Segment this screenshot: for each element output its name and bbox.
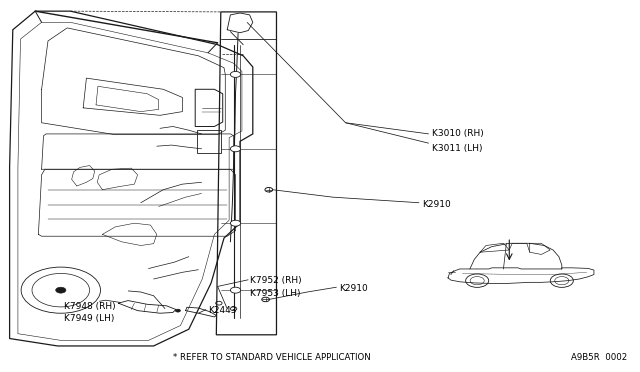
Text: K2910: K2910 [339, 284, 368, 293]
Text: * REFER TO STANDARD VEHICLE APPLICATION: * REFER TO STANDARD VEHICLE APPLICATION [173, 353, 371, 362]
Text: K2443: K2443 [208, 306, 237, 315]
Circle shape [230, 287, 241, 293]
Text: K7952 (RH): K7952 (RH) [250, 276, 301, 285]
Text: K2910: K2910 [422, 200, 451, 209]
Text: K7948 (RH): K7948 (RH) [64, 302, 116, 311]
Text: K7953 (LH): K7953 (LH) [250, 289, 300, 298]
Circle shape [56, 287, 66, 293]
Text: K7949 (LH): K7949 (LH) [64, 314, 115, 323]
Text: K3010 (RH): K3010 (RH) [432, 129, 484, 138]
Circle shape [230, 146, 241, 152]
Circle shape [230, 220, 241, 226]
Text: A9B5R  0002: A9B5R 0002 [571, 353, 627, 362]
Text: K3011 (LH): K3011 (LH) [432, 144, 483, 153]
Circle shape [230, 71, 241, 77]
Circle shape [175, 309, 180, 312]
